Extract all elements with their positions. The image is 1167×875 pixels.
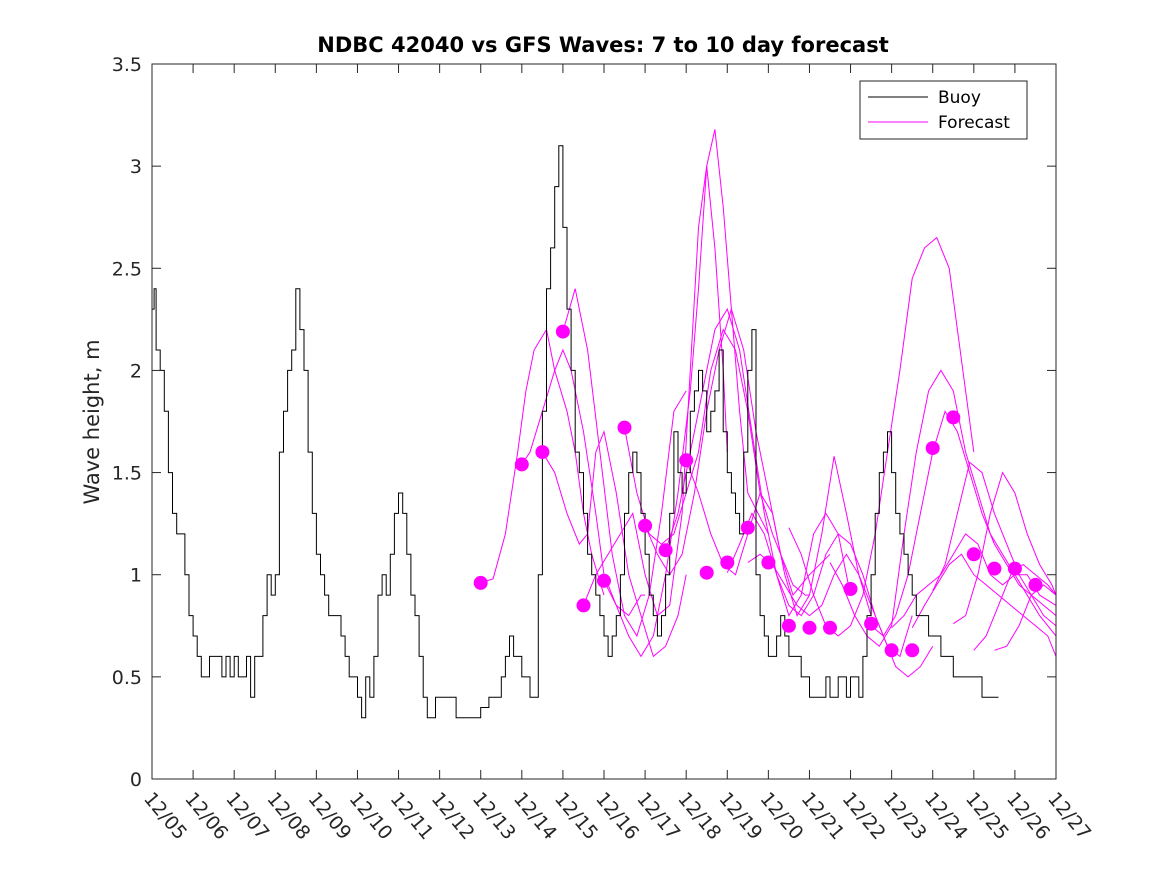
forecast-line-8: [644, 307, 831, 597]
forecast-marker: [535, 445, 550, 460]
buoy-line: [152, 145, 999, 719]
forecast-marker: [576, 598, 591, 613]
chart-title: NDBC 42040 vs GFS Waves: 7 to 10 day for…: [317, 33, 888, 57]
x-tick-label: 12/17: [632, 788, 684, 844]
forecast-marker: [864, 616, 879, 631]
x-tick-label: 12/09: [304, 788, 356, 844]
forecast-marker: [555, 324, 570, 339]
forecast-marker: [699, 565, 714, 580]
y-tick-label: 3.5: [112, 54, 142, 76]
y-tick-label: 0: [130, 769, 142, 791]
x-tick-label: 12/24: [920, 788, 972, 844]
forecast-marker: [597, 573, 611, 588]
legend-buoy-label: Buoy: [938, 88, 981, 108]
y-axis: 0 0.5 1 1.5 2 2.5 3 3.5: [112, 54, 1056, 791]
forecast-marker: [884, 643, 899, 658]
x-tick-label: 12/22: [838, 788, 890, 844]
x-tick-label: 12/20: [756, 788, 808, 844]
forecast-line-9: [665, 307, 851, 617]
forecast-marker: [638, 518, 653, 533]
x-tick-label: 12/21: [797, 788, 849, 844]
forecast-marker: [843, 582, 858, 596]
x-tick-label: 12/18: [673, 788, 725, 844]
forecast-marker: [823, 620, 837, 635]
forecast-line-15: [870, 410, 1057, 637]
y-tick-label: 0.5: [112, 667, 142, 689]
legend-forecast-label: Forecast: [938, 113, 1010, 133]
x-tick-label: 12/23: [879, 788, 931, 844]
forecast-marker: [966, 547, 981, 562]
forecast-line-13: [788, 236, 975, 637]
forecast-marker: [617, 420, 632, 435]
x-tick-label: 12/15: [550, 788, 602, 844]
legend-box: [859, 80, 1028, 140]
forecast-marker: [1028, 577, 1043, 592]
forecast-line-16: [891, 533, 1057, 629]
forecast-line-14: [829, 369, 1057, 647]
forecast-line-4: [562, 288, 687, 638]
forecast-line-5: [583, 166, 728, 617]
forecast-marker: [720, 555, 735, 570]
forecast-marker: [514, 457, 529, 472]
x-tick-label: 12/07: [221, 788, 273, 844]
forecast-marker: [679, 453, 694, 468]
x-axis: 12/0512/0612/0712/0812/0912/1012/1112/12…: [139, 64, 1095, 844]
forecast-marker: [781, 618, 796, 633]
forecast-marker: [905, 643, 920, 658]
axes-box: [151, 63, 1057, 780]
x-tick-label: 12/16: [591, 788, 643, 844]
y-tick-label: 1: [130, 565, 142, 587]
x-tick-label: 12/14: [509, 788, 561, 844]
x-tick-label: 12/19: [714, 788, 766, 844]
y-tick-label: 2: [130, 360, 142, 382]
forecast-line-21: [994, 584, 1057, 651]
y-tick-label: 1.5: [112, 463, 142, 485]
x-tick-label: 12/27: [1043, 788, 1095, 844]
forecast-marker: [473, 575, 488, 590]
forecast-line-19: [953, 471, 1057, 625]
forecast-line-3: [541, 429, 687, 658]
forecast-line-17: [911, 553, 1057, 657]
y-axis-label: Wave height, m: [80, 339, 104, 504]
forecast-marker: [946, 410, 961, 425]
forecast-marker: [761, 555, 776, 570]
forecast-marker: [925, 441, 940, 456]
forecast-marker: [987, 561, 1002, 576]
x-tick-label: 12/12: [427, 788, 479, 844]
legend: Buoy Forecast: [859, 80, 1028, 140]
y-tick-label: 3: [130, 156, 142, 178]
forecast-line-18: [932, 461, 1057, 627]
forecast-line-10: [685, 456, 872, 617]
x-tick-label: 12/08: [262, 788, 314, 844]
forecast-line-12: [747, 553, 934, 678]
forecast-line-6: [603, 129, 769, 658]
x-tick-label: 12/11: [386, 788, 438, 844]
x-tick-label: 12/05: [139, 788, 191, 844]
x-tick-label: 12/13: [468, 788, 520, 844]
plot-area: [152, 129, 1057, 719]
forecast-marker: [802, 620, 817, 635]
x-tick-label: 12/10: [345, 788, 397, 844]
x-tick-label: 12/06: [180, 788, 232, 844]
x-tick-label: 12/26: [1002, 788, 1054, 844]
forecast-marker: [658, 543, 673, 558]
forecast-marker: [1007, 561, 1022, 576]
x-tick-label: 12/25: [961, 788, 1013, 844]
y-tick-label: 2.5: [112, 258, 142, 280]
forecast-marker: [740, 520, 755, 535]
forecast-line-7: [624, 328, 810, 596]
